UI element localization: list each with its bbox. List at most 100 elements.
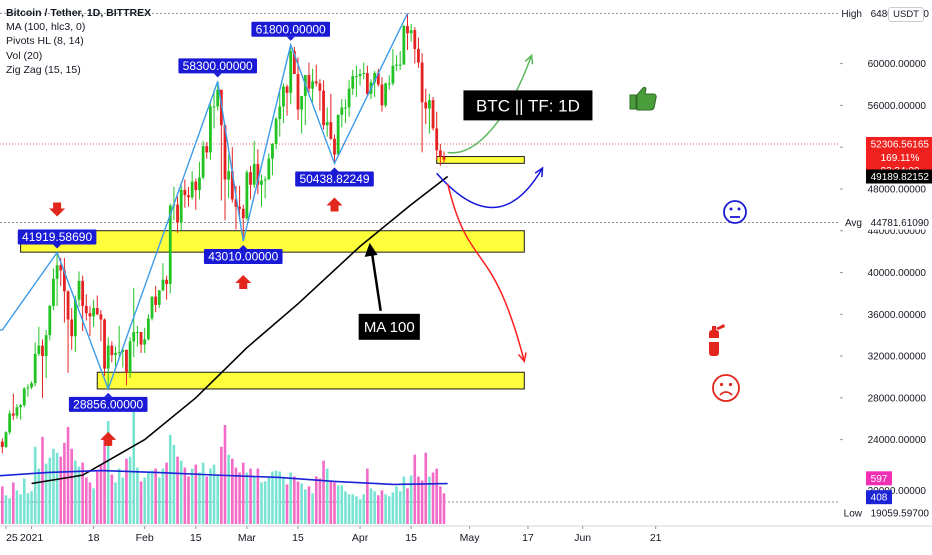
volume-bar [34,447,37,524]
candle-body [1,442,4,447]
volume-bar [297,481,300,524]
candle-body [402,26,405,65]
candle-body [428,100,431,108]
volume-bar [282,478,285,524]
candle-body [282,87,285,107]
candle-body [308,75,311,89]
volume-bar [286,484,289,524]
volume-bar [366,469,369,524]
volume-bar [30,491,33,524]
neutral-face-icon [724,201,746,223]
volume-bar [96,471,99,524]
volume-bar [246,473,249,524]
candle-body [278,106,281,119]
volume-bar [74,461,77,524]
volume-tag-value: 597 [871,474,888,485]
candle-body [319,83,322,90]
support-zone-0 [97,372,524,389]
volume-bar [67,427,70,524]
indicator-pivots[interactable]: Pivots HL (8, 14) [6,34,151,48]
time-tick-label: 18 [88,532,100,544]
candle-body [129,341,132,372]
candle-body [89,313,92,316]
volume-bar [5,495,8,524]
candle-body [70,320,73,337]
volume-bar [173,445,176,524]
candle-body [16,407,19,415]
volume-bar [216,475,219,525]
indicator-zigzag[interactable]: Zig Zag (15, 15) [6,63,151,77]
candle-body [132,332,135,341]
currency-badge[interactable]: USDT [888,7,924,22]
candle-body [399,65,402,66]
candle-body [275,119,278,144]
volume-bar [38,469,41,524]
volume-bar [202,463,205,524]
candle-body [205,146,208,152]
candle-body [253,164,256,185]
candle-body [337,115,340,155]
candle-body [366,73,369,94]
low-price-tag-name: Low [844,509,863,520]
candle-body [118,352,121,353]
candle-body [424,102,427,108]
candle-body [78,281,81,300]
price-tick-label: 32000.00000 [868,352,927,363]
volume-bar [319,478,322,524]
candle-body [329,122,332,139]
volume-bar [41,437,44,524]
volume-bar [169,435,172,524]
candle-body [34,354,37,383]
time-tick-label: Feb [136,532,154,544]
time-tick-label: Jun [574,532,591,544]
volume-bar [103,436,106,524]
price-tick-label: 48000.00000 [868,184,927,195]
candle-body [202,146,205,177]
scenario-arrowhead-1 [535,168,542,177]
volume-tag: 597 [866,471,892,485]
candle-body [344,107,347,108]
candle-body [297,74,300,110]
candle-body [81,281,84,306]
volume-bar [162,469,165,524]
volume-bar [129,457,132,524]
volume-bar [27,493,30,524]
volume-bar [136,468,139,524]
volume-bar [326,469,329,524]
candle-body [315,81,318,83]
candle-body [410,30,413,33]
symbol-title[interactable]: Bitcoin / Tether, 1D, BITTREX [6,6,151,20]
volume-bar [59,457,62,524]
candle-body [107,346,110,369]
volume-bar [260,482,263,524]
volume-bar [16,490,19,524]
candle-body [351,76,354,89]
indicator-vol[interactable]: Vol (20) [6,49,151,63]
time-tick-label: May [460,532,481,544]
volume-bar [19,494,22,524]
volume-bar [395,486,398,524]
volume-bar [410,475,413,524]
candle-body [187,195,190,197]
volume-bar [289,473,292,524]
volume-bar [184,468,187,524]
price-tick-label: 60000.00000 [868,59,927,70]
candle-body [125,350,128,373]
candle-body [183,190,186,195]
volume-bar [330,480,333,524]
volume-bar [337,485,340,524]
candle-body [52,279,55,306]
volume-bar [300,483,303,524]
indicator-ma[interactable]: MA (100, hlc3, 0) [6,20,151,34]
candle-body [227,171,230,179]
volume-bar [424,453,427,524]
volume-bar [118,469,121,524]
candle-body [322,91,325,125]
candle-body [300,96,303,110]
volume-bar [198,473,201,524]
candle-body [103,320,106,369]
